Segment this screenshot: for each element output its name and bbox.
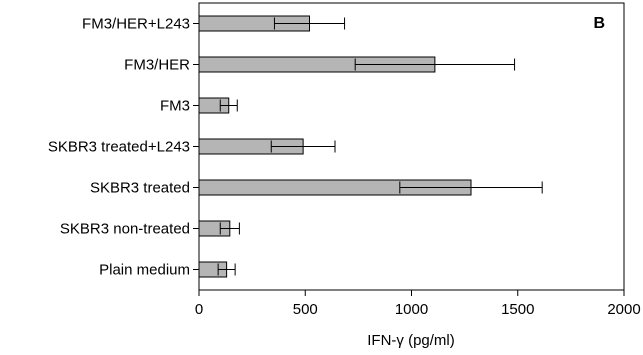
category-label: FM3/HER+L243 (82, 16, 190, 33)
category-label: FM3/HER (124, 57, 190, 74)
x-tick-label: 0 (195, 301, 203, 318)
plot-area: 0 500 1000 1500 2000 FM3/HER+L243 FM3/HER FM3 SK… (48, 2, 641, 318)
x-tick-label: 500 (293, 301, 318, 318)
x-axis-label: IFN-γ (pg/ml) (367, 332, 455, 349)
category-label: SKBR3 non-treated (60, 221, 190, 238)
x-tick-label: 2000 (607, 301, 640, 318)
x-tick-label: 1500 (501, 301, 534, 318)
category-label: SKBR3 treated+L243 (48, 139, 190, 156)
category-label: Plain medium (99, 262, 190, 279)
panel-label: B (593, 15, 605, 32)
category-label: FM3 (160, 98, 190, 115)
x-tick-label: 1000 (395, 301, 428, 318)
category-label: SKBR3 treated (90, 180, 190, 197)
